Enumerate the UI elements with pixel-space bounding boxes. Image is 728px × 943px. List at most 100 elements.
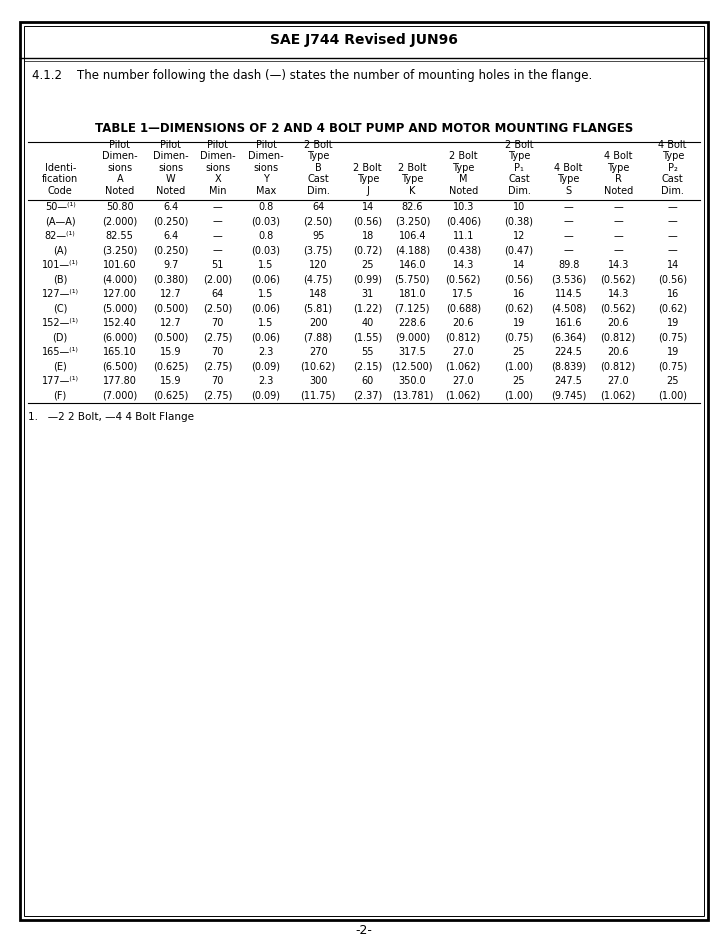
Text: (0.06): (0.06) <box>252 274 280 284</box>
Text: Noted: Noted <box>105 186 135 196</box>
Text: 82.6: 82.6 <box>402 202 423 212</box>
Text: 20.6: 20.6 <box>607 347 629 356</box>
Text: —: — <box>213 216 223 226</box>
Text: (3.250): (3.250) <box>102 245 138 256</box>
Text: (5.000): (5.000) <box>102 304 138 313</box>
Text: —: — <box>668 231 678 240</box>
Text: 177—⁽¹⁾: 177—⁽¹⁾ <box>41 375 79 386</box>
Text: (F): (F) <box>54 390 67 400</box>
Text: Type: Type <box>452 163 475 173</box>
Text: (0.75): (0.75) <box>658 332 687 342</box>
Text: 55: 55 <box>362 347 374 356</box>
Text: —: — <box>613 245 623 256</box>
Text: 27.0: 27.0 <box>452 347 474 356</box>
Text: (10.62): (10.62) <box>301 361 336 372</box>
Text: (A—A): (A—A) <box>45 216 76 226</box>
Text: Identi-: Identi- <box>44 163 76 173</box>
Text: 19: 19 <box>513 318 525 328</box>
Text: (1.062): (1.062) <box>446 390 480 400</box>
Text: Type: Type <box>357 174 379 184</box>
Text: Pilot: Pilot <box>160 140 181 150</box>
Text: 60: 60 <box>362 375 374 386</box>
Text: (3.75): (3.75) <box>304 245 333 256</box>
Text: 50.80: 50.80 <box>106 202 133 212</box>
Text: (0.812): (0.812) <box>601 361 636 372</box>
Text: M: M <box>459 174 467 184</box>
Text: (9.745): (9.745) <box>551 390 586 400</box>
Text: 70: 70 <box>212 318 224 328</box>
Text: 200: 200 <box>309 318 328 328</box>
Text: (E): (E) <box>53 361 67 372</box>
Text: 31: 31 <box>362 289 374 299</box>
Text: (4.000): (4.000) <box>102 274 138 284</box>
Text: 1.5: 1.5 <box>258 318 274 328</box>
Text: 27.0: 27.0 <box>607 375 629 386</box>
Text: 127—⁽¹⁾: 127—⁽¹⁾ <box>41 289 79 299</box>
Text: Code: Code <box>48 186 73 196</box>
Text: Cast: Cast <box>307 174 329 184</box>
Text: (1.22): (1.22) <box>353 304 382 313</box>
Text: (4.188): (4.188) <box>395 245 430 256</box>
Text: (6.364): (6.364) <box>551 332 586 342</box>
Text: —: — <box>613 231 623 240</box>
Text: Max: Max <box>256 186 276 196</box>
Text: Pilot: Pilot <box>207 140 228 150</box>
Text: B: B <box>314 163 322 173</box>
Text: Dimen-: Dimen- <box>200 151 236 161</box>
Text: 12: 12 <box>513 231 525 240</box>
Text: —: — <box>563 245 574 256</box>
Text: 0.8: 0.8 <box>258 202 274 212</box>
Text: 12.7: 12.7 <box>159 289 181 299</box>
Text: (0.09): (0.09) <box>252 361 280 372</box>
Text: 15.9: 15.9 <box>160 347 181 356</box>
Text: (0.06): (0.06) <box>252 332 280 342</box>
Text: (11.75): (11.75) <box>301 390 336 400</box>
Text: —: — <box>613 202 623 212</box>
Text: 15.9: 15.9 <box>160 375 181 386</box>
Text: 165—⁽¹⁾: 165—⁽¹⁾ <box>41 347 79 356</box>
Text: 148: 148 <box>309 289 328 299</box>
Text: 11.1: 11.1 <box>453 231 474 240</box>
Text: 161.6: 161.6 <box>555 318 582 328</box>
Text: (7.88): (7.88) <box>304 332 333 342</box>
Text: 18: 18 <box>362 231 374 240</box>
Text: 70: 70 <box>212 375 224 386</box>
Text: 6.4: 6.4 <box>163 202 178 212</box>
Text: 317.5: 317.5 <box>398 347 426 356</box>
Text: 1.5: 1.5 <box>258 259 274 270</box>
Text: 2 Bolt: 2 Bolt <box>505 140 534 150</box>
Text: (C): (C) <box>53 304 68 313</box>
Text: (2.75): (2.75) <box>203 361 232 372</box>
Text: (2.00): (2.00) <box>203 274 232 284</box>
Text: 9.7: 9.7 <box>163 259 178 270</box>
Text: (0.380): (0.380) <box>153 274 188 284</box>
Text: (5.81): (5.81) <box>304 304 333 313</box>
Text: (7.125): (7.125) <box>395 304 430 313</box>
Text: 14: 14 <box>513 259 525 270</box>
Text: (0.688): (0.688) <box>446 304 480 313</box>
Text: 25: 25 <box>666 375 679 386</box>
Text: (5.750): (5.750) <box>395 274 430 284</box>
Text: —: — <box>213 202 223 212</box>
Text: 20.6: 20.6 <box>452 318 474 328</box>
Text: Noted: Noted <box>604 186 633 196</box>
Text: 2 Bolt: 2 Bolt <box>398 163 427 173</box>
Text: —: — <box>668 216 678 226</box>
Text: (7.000): (7.000) <box>102 390 138 400</box>
Text: (0.06): (0.06) <box>252 304 280 313</box>
Text: 152.40: 152.40 <box>103 318 137 328</box>
Text: 2 Bolt: 2 Bolt <box>353 163 382 173</box>
Text: (0.562): (0.562) <box>601 304 636 313</box>
Text: P₁: P₁ <box>514 163 524 173</box>
Text: 0.8: 0.8 <box>258 231 274 240</box>
Text: —: — <box>563 231 574 240</box>
Text: 12.7: 12.7 <box>159 318 181 328</box>
Text: (0.56): (0.56) <box>353 216 382 226</box>
Text: (D): (D) <box>52 332 68 342</box>
Text: 350.0: 350.0 <box>398 375 426 386</box>
Text: (0.03): (0.03) <box>252 245 280 256</box>
Text: 114.5: 114.5 <box>555 289 582 299</box>
Text: Type: Type <box>307 151 329 161</box>
Text: Dimen-: Dimen- <box>102 151 138 161</box>
Text: 2.3: 2.3 <box>258 347 274 356</box>
